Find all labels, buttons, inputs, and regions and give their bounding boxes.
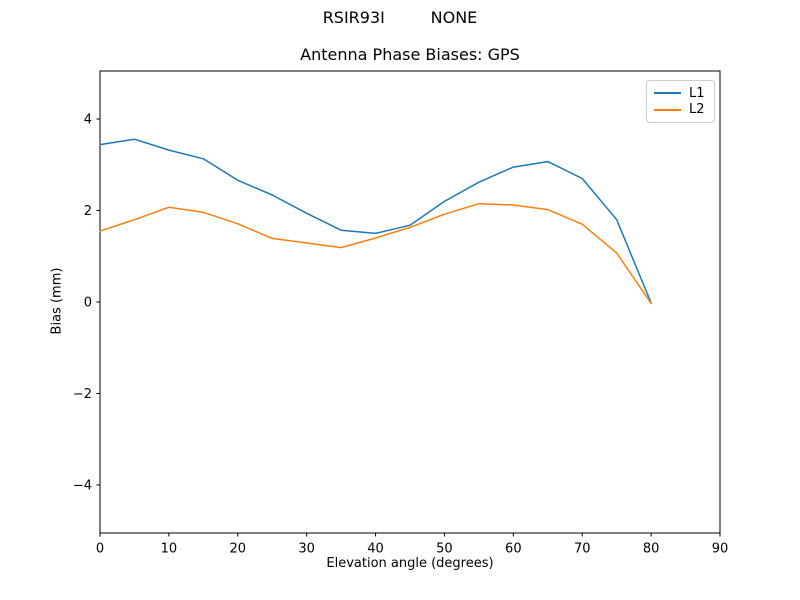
x-tick-label: 20 xyxy=(230,542,247,557)
y-tick-label: 0 xyxy=(84,296,92,311)
x-tick-label: 90 xyxy=(712,542,729,557)
y-axis-label: Bias (mm) xyxy=(49,267,65,335)
y-tick-label: 4 xyxy=(84,113,92,128)
x-tick-label: 50 xyxy=(436,542,453,557)
x-tick-label: 10 xyxy=(161,542,178,557)
x-tick-label: 80 xyxy=(643,542,660,557)
legend-box: L1 L2 xyxy=(646,80,715,123)
legend-item-l2: L2 xyxy=(654,103,707,116)
axes-frame xyxy=(99,70,721,534)
figure-suptitle: RSIR93I NONE xyxy=(322,8,478,27)
x-tick-label: 30 xyxy=(298,542,315,557)
x-tick-label: 0 xyxy=(96,542,104,557)
x-tick-label: 40 xyxy=(367,542,384,557)
legend-l1-label: L1 xyxy=(689,85,705,101)
x-tick-label: 60 xyxy=(505,542,522,557)
x-tick-label: 70 xyxy=(574,542,591,557)
series-line-l1 xyxy=(99,138,652,304)
y-tick-label: 2 xyxy=(84,204,92,219)
legend-l1-line-swatch xyxy=(654,92,681,95)
legend-l2-label: L2 xyxy=(689,102,705,118)
y-tick-label: −2 xyxy=(73,387,92,402)
y-tick-label: −4 xyxy=(73,478,92,493)
legend-item-l1: L1 xyxy=(654,87,707,100)
series-line-l2 xyxy=(99,202,652,305)
x-axis-label: Elevation angle (degrees) xyxy=(326,556,494,571)
axes-title: Antenna Phase Biases: GPS xyxy=(300,45,520,64)
legend-l2-line-swatch xyxy=(654,108,681,111)
